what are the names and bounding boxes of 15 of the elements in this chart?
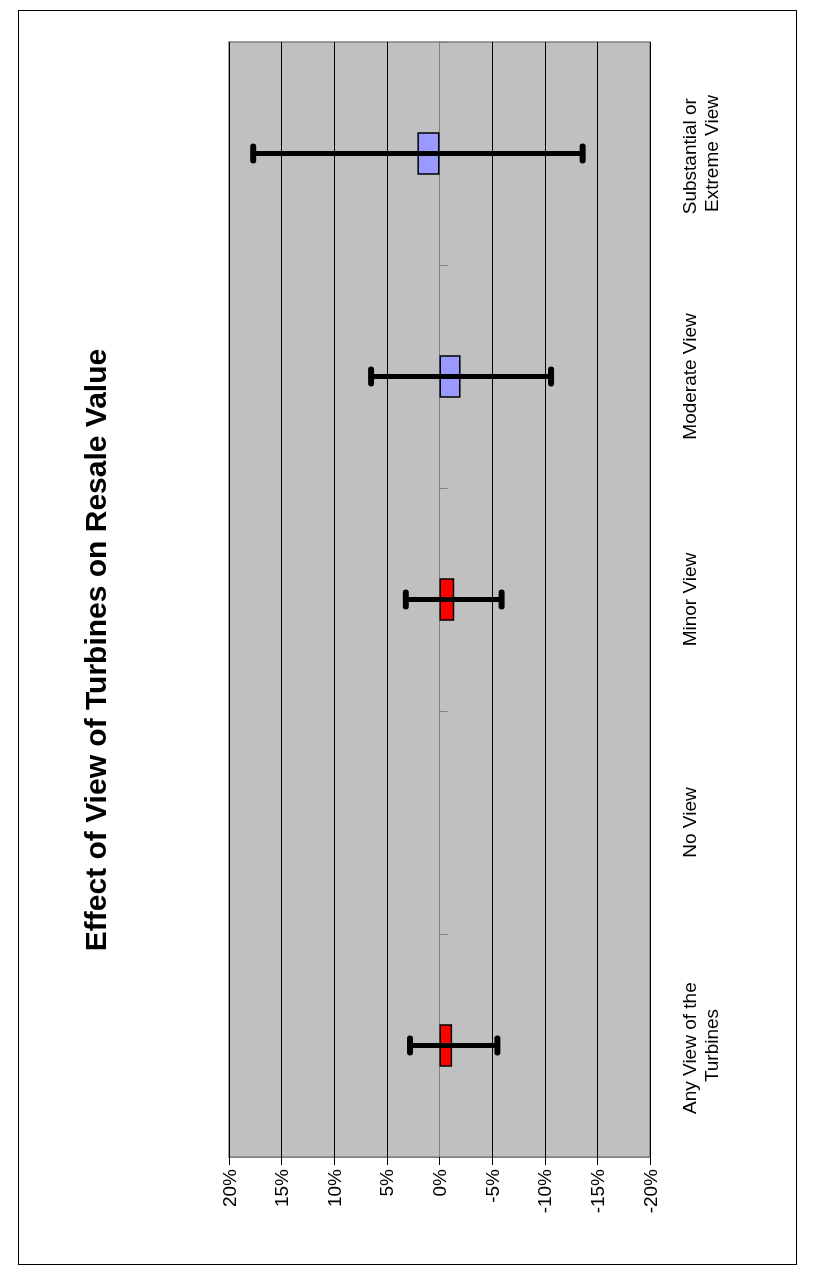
x-tick-label: -15% <box>586 1168 608 1214</box>
text: Effect of View of Turbines on Resale Value <box>78 348 112 952</box>
y-tick-label: Moderate View <box>678 313 700 440</box>
x-tick-label: 5% <box>376 1168 398 1197</box>
x-tick-label: -5% <box>481 1168 503 1203</box>
y-tick-label: Substantial or Extreme View <box>678 92 722 215</box>
y-tick-label: No View <box>678 787 700 858</box>
x-tick-label: -20% <box>639 1168 661 1214</box>
y-tick-label: Any View of the Turbines <box>678 977 722 1114</box>
x-tick-label: 15% <box>271 1168 293 1208</box>
y-tick-label: Minor View <box>678 552 700 647</box>
x-tick-label: 20% <box>218 1168 240 1208</box>
x-tick-label: -10% <box>534 1168 556 1214</box>
x-tick-label: 10% <box>323 1168 345 1208</box>
x-tick-label: 0% <box>429 1168 450 1197</box>
